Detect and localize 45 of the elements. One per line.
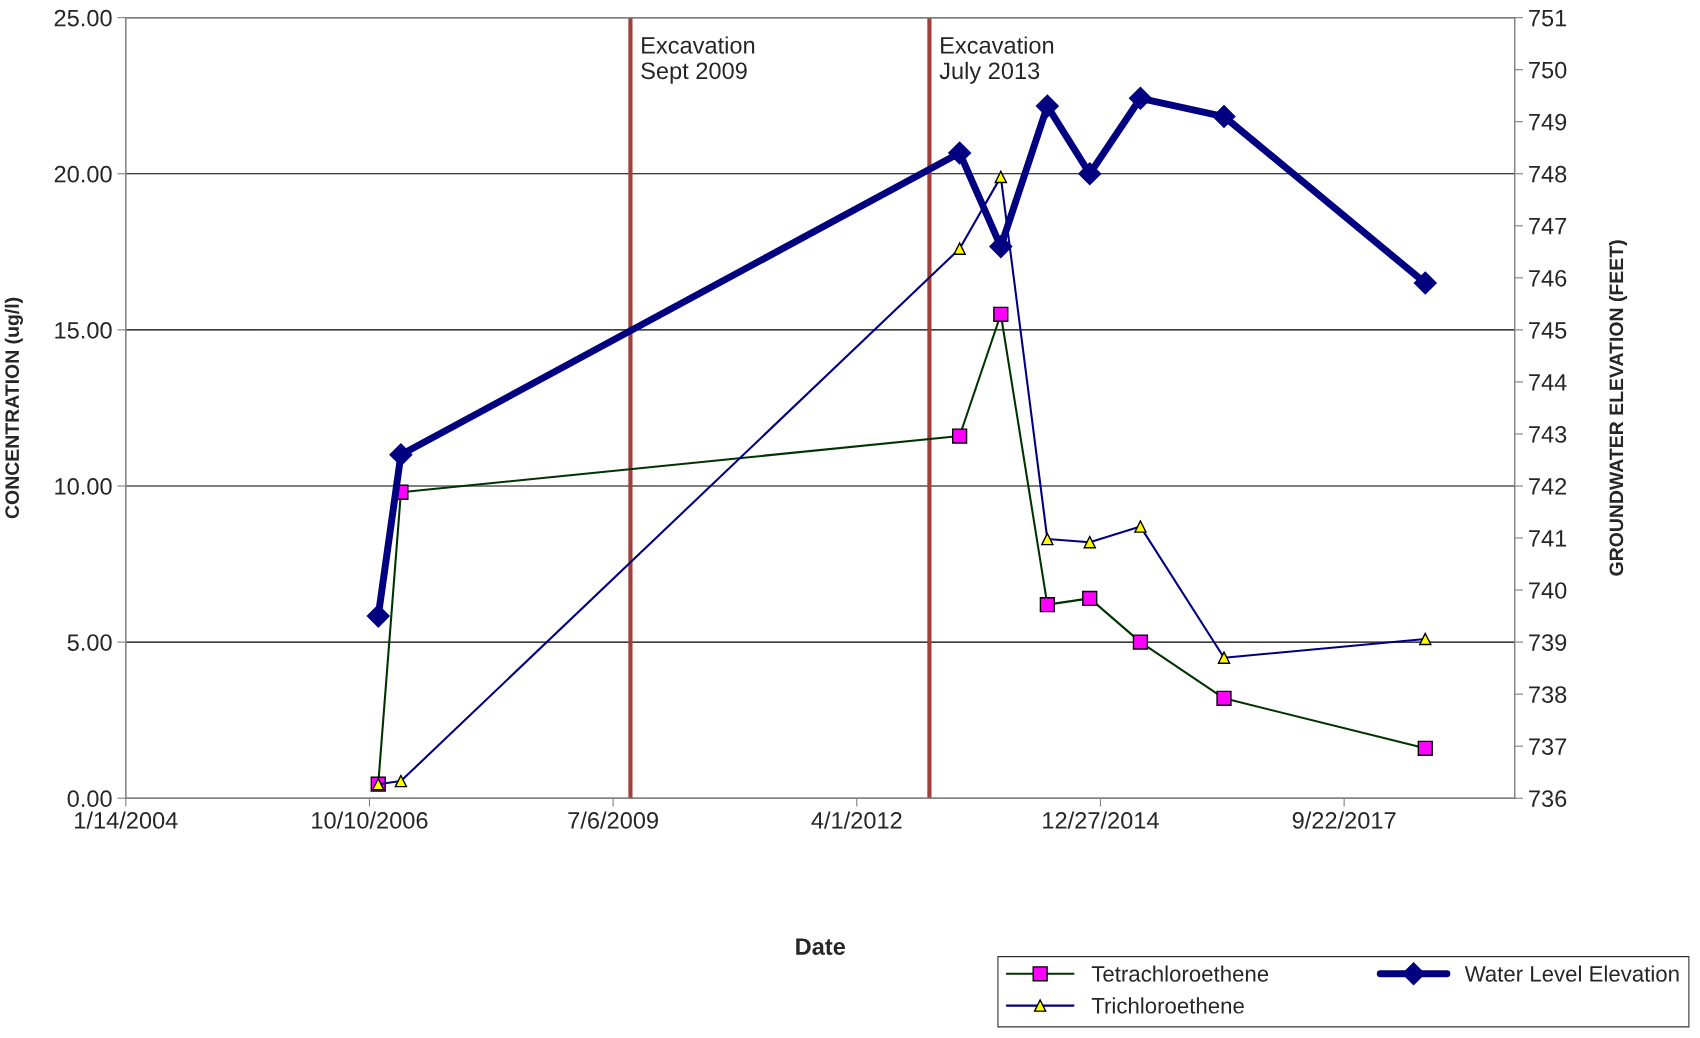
point — [989, 235, 1013, 259]
x-tick-label: 9/22/2017 — [1292, 811, 1396, 829]
y2-tick-label: 744 — [1529, 374, 1567, 391]
point — [389, 443, 413, 467]
y2-axis-title: GROUNDWATER ELEVATION (FEET) — [1608, 240, 1628, 576]
y-tick-label: 10.00 — [55, 478, 112, 495]
legend-label: Water Level Elevation — [1464, 965, 1679, 982]
y-tick-label: 20.00 — [54, 165, 112, 183]
y2-tick-label: 745 — [1529, 322, 1567, 339]
y2-tick-label: 751 — [1529, 9, 1567, 27]
point — [1212, 105, 1236, 129]
x-tick-label: 7/6/2009 — [568, 811, 658, 829]
point — [948, 141, 972, 165]
y2-tick-label: 742 — [1529, 478, 1567, 495]
x-tick-label: 1/14/2004 — [75, 811, 178, 829]
y-tick-label: 0.00 — [67, 790, 112, 808]
y2-tick-label: 741 — [1529, 530, 1567, 547]
y2-tick-label: 750 — [1529, 61, 1567, 79]
x-axis-title: Date — [796, 938, 846, 955]
x-tick-label: 12/27/2014 — [1043, 811, 1159, 829]
y2-tick-label: 748 — [1529, 165, 1567, 183]
y2-tick-label: 738 — [1529, 686, 1567, 703]
y2-tick-label: 739 — [1529, 634, 1567, 651]
point — [1035, 94, 1059, 118]
y2-tick-label: 746 — [1529, 269, 1567, 287]
ref-line-label: Excavation July 2013 — [939, 36, 1054, 84]
y-tick-label: 25.00 — [54, 9, 112, 27]
y-axis-title: CONCENTRATION (ug/l) — [4, 297, 23, 519]
point — [1078, 162, 1102, 186]
y-tick-label: 15.00 — [55, 321, 112, 339]
y2-tick-label: 743 — [1529, 426, 1567, 443]
point — [1128, 86, 1152, 110]
y2-tick-label: 747 — [1529, 218, 1567, 235]
y-tick-label: 5.00 — [67, 634, 112, 651]
y2-tick-label: 736 — [1529, 790, 1567, 808]
x-tick-label: 10/10/2006 — [312, 811, 428, 829]
x-tick-label: 4/1/2012 — [811, 811, 902, 829]
point — [366, 604, 390, 628]
y2-tick-label: 740 — [1529, 582, 1567, 599]
y2-tick-label: 749 — [1529, 113, 1567, 131]
point — [1413, 271, 1437, 295]
y2-tick-label: 737 — [1529, 738, 1567, 755]
ref-line-label: Excavation Sept 2009 — [641, 36, 755, 84]
legend-label: Trichloroethene — [1091, 997, 1244, 1014]
legend-label: Tetrachloroethene — [1091, 965, 1269, 982]
